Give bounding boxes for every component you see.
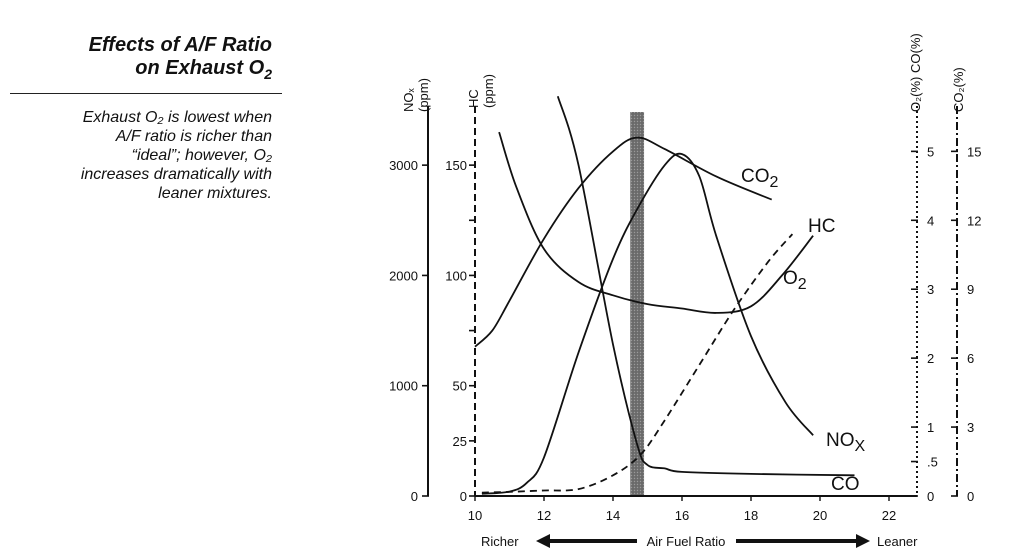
o2_co-tick-label: 3: [927, 282, 934, 297]
co2-tick-label: 15: [967, 144, 981, 159]
o2_co-tick-label: .5: [927, 455, 938, 470]
ideal-ratio-band: [630, 112, 645, 496]
co2-tick-label: 3: [967, 420, 974, 435]
nox-tick-label: 1000: [389, 379, 418, 394]
co2-label-subscript: 2: [770, 174, 779, 191]
o2_co-tick-label: 2: [927, 351, 934, 366]
richer-label: Richer: [481, 534, 519, 549]
co2-tick-label: 12: [967, 213, 981, 228]
hc-axis-title-line2: (ppm): [481, 74, 496, 108]
co2-tick-label: 9: [967, 282, 974, 297]
title-line-1: Effects of A/F Ratio: [88, 34, 272, 56]
co-curve: [556, 95, 855, 477]
nox-label: NOX: [826, 430, 866, 455]
side-panel-caption: Exhaust O₂ is lowest when A/F ratio is r…: [10, 108, 272, 203]
hc-axis-title-line2-part: (ppm): [481, 74, 496, 108]
co-label: CO: [831, 474, 860, 495]
x-tick-label: 12: [537, 508, 551, 523]
hc-tick-label: 150: [445, 158, 467, 173]
hc-tick-label: 25: [453, 434, 467, 449]
nox-axis-title-line1-part: NOₓ: [401, 88, 416, 113]
o2_co-tick-label: 4: [927, 213, 934, 228]
x-tick-label: 18: [744, 508, 758, 523]
o2-co-axis-title: O₂(%) CO(%): [908, 33, 923, 112]
co2-tick-label: 6: [967, 351, 974, 366]
x-tick-label: 14: [606, 508, 620, 523]
caption-line: Exhaust O₂ is lowest when: [82, 109, 272, 126]
nox-axis-title-line1: NOₓ: [401, 88, 416, 113]
hc-tick-label: 50: [453, 379, 467, 394]
o2-label-base: O: [783, 268, 798, 289]
caption-line: increases dramatically with: [80, 166, 272, 183]
x-axis-title: Air Fuel Ratio: [647, 534, 726, 549]
hc-tick-label: 0: [460, 489, 467, 504]
nox-tick-label: 0: [411, 489, 418, 504]
o2_co-tick-label: 5: [927, 144, 934, 159]
x-tick-label: 20: [813, 508, 827, 523]
nox-label-base: NO: [826, 430, 855, 451]
hc-tick-label: 100: [445, 268, 467, 283]
title-line-2: on Exhaust O2: [10, 57, 272, 86]
co2-label-base: CO: [741, 166, 770, 187]
nox-tick-label: 2000: [389, 268, 418, 283]
x-tick-label: 16: [675, 508, 689, 523]
caption-line: leaner mixtures.: [158, 185, 272, 202]
nox-curve: [481, 152, 814, 495]
co2-axis-title-part: CO₂(%): [951, 67, 966, 112]
hc-label: HC: [808, 216, 835, 237]
hc-axis-title-line1-part: HC: [466, 89, 481, 108]
hc-curve: [498, 131, 814, 314]
nox-label-subscript: X: [855, 438, 866, 455]
nox-axis-title-line2-part: (ppm): [416, 78, 431, 112]
o2-label-subscript: 2: [798, 276, 807, 293]
x-tick-label: 10: [468, 508, 482, 523]
hc-axis-title-line1: HC: [466, 89, 481, 108]
o2-co-axis-title-part: O₂(%) CO(%): [908, 33, 923, 112]
leaner-label: Leaner: [877, 534, 918, 549]
x-tick-label: 22: [882, 508, 896, 523]
nox-tick-label: 3000: [389, 158, 418, 173]
o2-label: O2: [783, 268, 807, 293]
co2-tick-label: 0: [967, 489, 974, 504]
co2-label: CO2: [741, 166, 779, 191]
nox-axis-title-line2: (ppm): [416, 78, 431, 112]
leaner-arrow-head: [856, 534, 870, 548]
side-panel-rule: [10, 93, 282, 94]
richer-arrow-head: [536, 534, 550, 548]
title-line-2-text: on Exhaust O: [135, 57, 265, 79]
o2_co-tick-label: 1: [927, 420, 934, 435]
co2-axis-title: CO₂(%): [951, 67, 966, 112]
co2-curve: [474, 136, 773, 348]
caption-line: A/F ratio is richer than: [115, 128, 272, 145]
caption-line: “ideal”; however, O₂: [131, 147, 272, 164]
side-panel-title: Effects of A/F Ratio on Exhaust O2: [10, 34, 272, 86]
o2_co-tick-label: 0: [927, 489, 934, 504]
title-line-2-subscript: 2: [264, 66, 272, 82]
